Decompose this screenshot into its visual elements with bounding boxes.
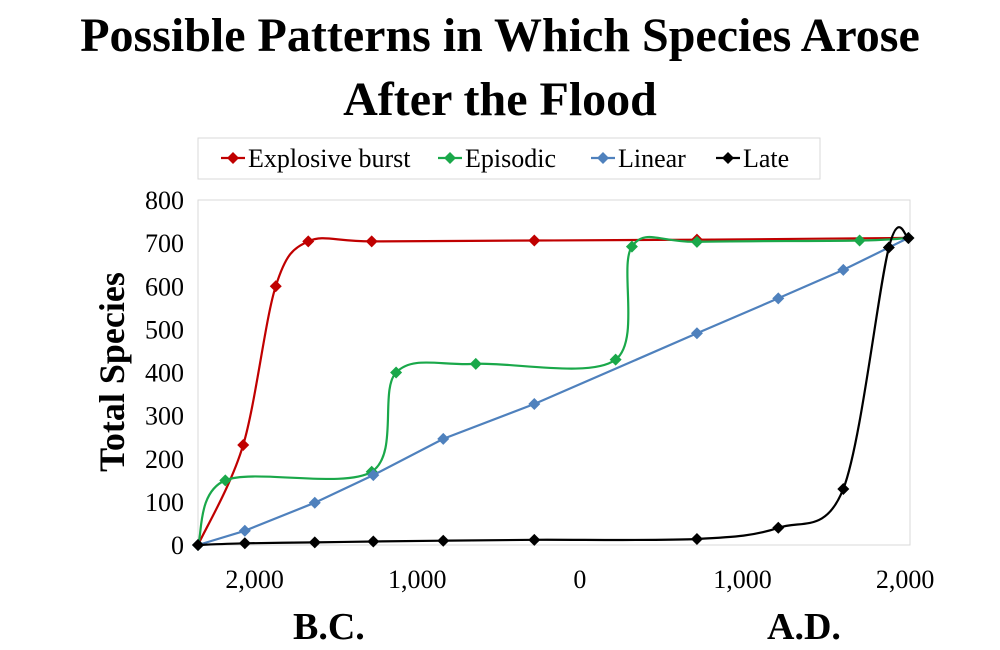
chart-title-line2: After the Flood (343, 73, 657, 126)
series-line-episodic (196, 235, 909, 546)
data-point-linear (367, 469, 380, 482)
era-label-bc: B.C. (293, 606, 365, 648)
data-point-late (437, 534, 450, 547)
legend-marker-explosive-burst (227, 152, 239, 164)
legend-marker-linear (597, 152, 609, 164)
data-point-explosive-burst (365, 235, 378, 248)
y-tick-label: 800 (145, 186, 184, 215)
legend-label-episodic: Episodic (465, 144, 556, 173)
data-point-episodic (609, 353, 622, 366)
data-point-late (837, 482, 850, 495)
legend-label-explosive-burst: Explosive burst (248, 144, 411, 173)
legend: Explosive burst Episodic Linear Late (197, 137, 821, 180)
y-axis-label: Total Species (92, 272, 132, 472)
x-tick-label: 2,000 (876, 565, 935, 594)
legend-label-linear: Linear (618, 144, 686, 173)
data-point-episodic (219, 474, 232, 487)
data-point-late (528, 533, 541, 546)
data-point-episodic (390, 366, 403, 379)
data-point-linear (308, 496, 321, 509)
y-tick-label: 0 (171, 531, 184, 560)
y-tick-label: 200 (145, 445, 184, 474)
data-point-late (367, 535, 380, 548)
y-tick-label: 400 (145, 359, 184, 388)
legend-item-linear: Linear (591, 144, 686, 173)
data-point-late (882, 241, 895, 254)
y-tick-label: 500 (145, 315, 184, 344)
plot-frame (197, 199, 911, 546)
data-point-linear (528, 397, 541, 410)
series-late (192, 226, 915, 551)
legend-item-late: Late (716, 144, 789, 173)
data-point-late (192, 539, 204, 551)
data-point-late (238, 537, 251, 550)
legend-item-explosive-burst: Explosive burst (221, 144, 411, 173)
y-tick-label: 600 (145, 272, 184, 301)
data-point-episodic (690, 235, 703, 248)
y-tick-label: 100 (145, 488, 184, 517)
legend-marker-episodic (444, 152, 456, 164)
era-label-ad: A.D. (767, 606, 841, 648)
x-tick-label: 1,000 (388, 565, 447, 594)
data-point-explosive-burst (269, 280, 282, 293)
data-point-linear (690, 327, 703, 340)
legend-item-episodic: Episodic (438, 144, 556, 173)
series-line-linear (197, 236, 909, 547)
data-point-late (772, 521, 785, 534)
data-point-linear (238, 524, 251, 537)
data-point-episodic (625, 240, 638, 253)
x-tick-label: 2,000 (225, 565, 284, 594)
data-point-episodic (469, 357, 482, 370)
legend-marker-late (722, 152, 734, 164)
data-point-late (308, 536, 321, 549)
y-tick-label: 700 (145, 229, 184, 258)
data-point-explosive-burst (528, 234, 541, 247)
y-tick-label: 300 (145, 402, 184, 431)
data-point-episodic (853, 234, 866, 247)
data-point-linear (437, 432, 450, 445)
x-tick-label: 1,000 (713, 565, 772, 594)
x-tick-label: 0 (573, 565, 586, 594)
legend-label-late: Late (743, 144, 789, 173)
chart-title-line1: Possible Patterns in Which Species Arose (80, 9, 920, 62)
data-point-late (902, 231, 915, 244)
data-point-late (690, 532, 703, 545)
data-point-linear (837, 263, 850, 276)
data-point-explosive-burst (237, 438, 250, 451)
data-point-explosive-burst (302, 235, 315, 248)
data-point-linear (772, 292, 785, 305)
